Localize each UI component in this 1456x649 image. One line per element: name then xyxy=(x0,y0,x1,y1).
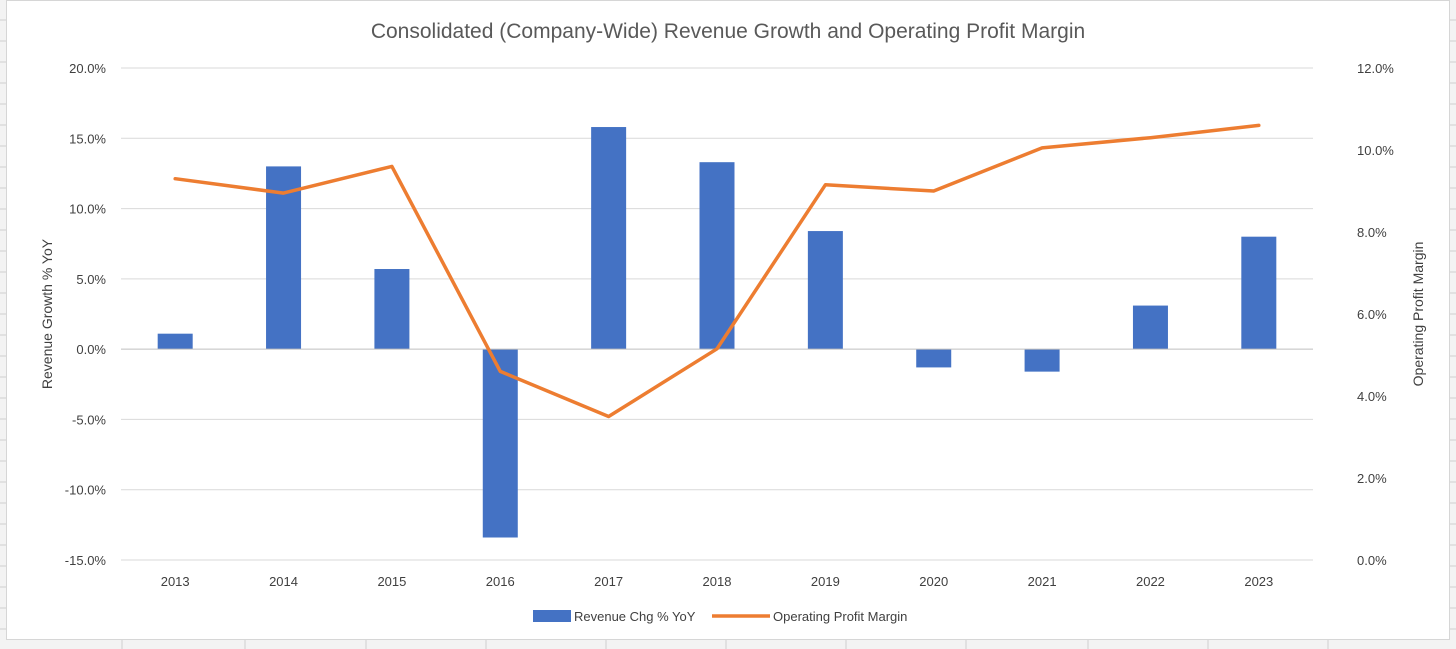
revenue-bar-2013 xyxy=(157,333,193,350)
legend-bar-swatch xyxy=(533,610,571,622)
x-tick-label: 2023 xyxy=(1244,574,1273,589)
x-axis-ticks: 2013 2014 2015 2016 2017 2018 2019 2020 2021 2022… xyxy=(161,574,1274,589)
y-left-tick-label: -10.0% xyxy=(65,483,107,498)
revenue-bars xyxy=(157,127,1277,538)
revenue-bar-2022 xyxy=(1132,305,1168,350)
x-tick-label: 2021 xyxy=(1028,574,1057,589)
y-right-tick-label: 2.0% xyxy=(1357,471,1387,486)
x-tick-label: 2018 xyxy=(703,574,732,589)
x-tick-label: 2017 xyxy=(594,574,623,589)
y-right-tick-label: 12.0% xyxy=(1357,61,1394,76)
revenue-bar-2018 xyxy=(699,162,735,350)
right-axis-ticks: 12.0% 10.0% 8.0% 6.0% 4.0% 2.0% 0.0% xyxy=(1357,61,1394,568)
y-right-tick-label: 6.0% xyxy=(1357,307,1387,322)
x-tick-label: 2019 xyxy=(811,574,840,589)
y-left-tick-label: -5.0% xyxy=(72,412,106,427)
chart-legend: Revenue Chg % YoY Operating Profit Margin xyxy=(533,609,907,624)
x-tick-label: 2015 xyxy=(377,574,406,589)
legend-line-label: Operating Profit Margin xyxy=(773,609,907,624)
revenue-bar-2015 xyxy=(374,269,410,350)
chart-title: Consolidated (Company-Wide) Revenue Grow… xyxy=(371,20,1085,43)
x-tick-label: 2013 xyxy=(161,574,190,589)
revenue-bar-2023 xyxy=(1241,236,1277,350)
revenue-bar-2019 xyxy=(807,231,843,350)
revenue-bar-2016 xyxy=(482,349,518,538)
y-left-tick-label: 15.0% xyxy=(69,131,106,146)
y-left-tick-label: -15.0% xyxy=(65,553,107,568)
x-tick-label: 2014 xyxy=(269,574,298,589)
y-left-tick-label: 0.0% xyxy=(76,342,106,357)
y-right-tick-label: 10.0% xyxy=(1357,143,1394,158)
y-right-tick-label: 4.0% xyxy=(1357,389,1387,404)
x-tick-label: 2020 xyxy=(919,574,948,589)
y-axis-right-title: Operating Profit Margin xyxy=(1410,242,1426,387)
revenue-bar-2014 xyxy=(266,166,302,350)
left-axis-ticks: 20.0% 15.0% 10.0% 5.0% 0.0% -5.0% -10.0% -15.0% xyxy=(65,61,107,568)
revenue-bar-2017 xyxy=(591,127,627,350)
y-right-tick-label: 0.0% xyxy=(1357,553,1387,568)
combo-chart: Consolidated (Company-Wide) Revenue Grow… xyxy=(39,20,1426,624)
y-left-tick-label: 5.0% xyxy=(76,272,106,287)
chart-area[interactable]: Consolidated (Company-Wide) Revenue Grow… xyxy=(6,0,1450,640)
x-tick-label: 2016 xyxy=(486,574,515,589)
x-tick-label: 2022 xyxy=(1136,574,1165,589)
y-axis-left-title: Revenue Growth % YoY xyxy=(39,238,55,389)
y-left-tick-label: 10.0% xyxy=(69,202,106,217)
y-left-tick-label: 20.0% xyxy=(69,61,106,76)
y-right-tick-label: 8.0% xyxy=(1357,225,1387,240)
margin-line-series xyxy=(173,123,1261,419)
legend-bar-label: Revenue Chg % YoY xyxy=(574,609,696,624)
revenue-bar-2020 xyxy=(916,349,952,368)
revenue-bar-2021 xyxy=(1024,349,1060,372)
